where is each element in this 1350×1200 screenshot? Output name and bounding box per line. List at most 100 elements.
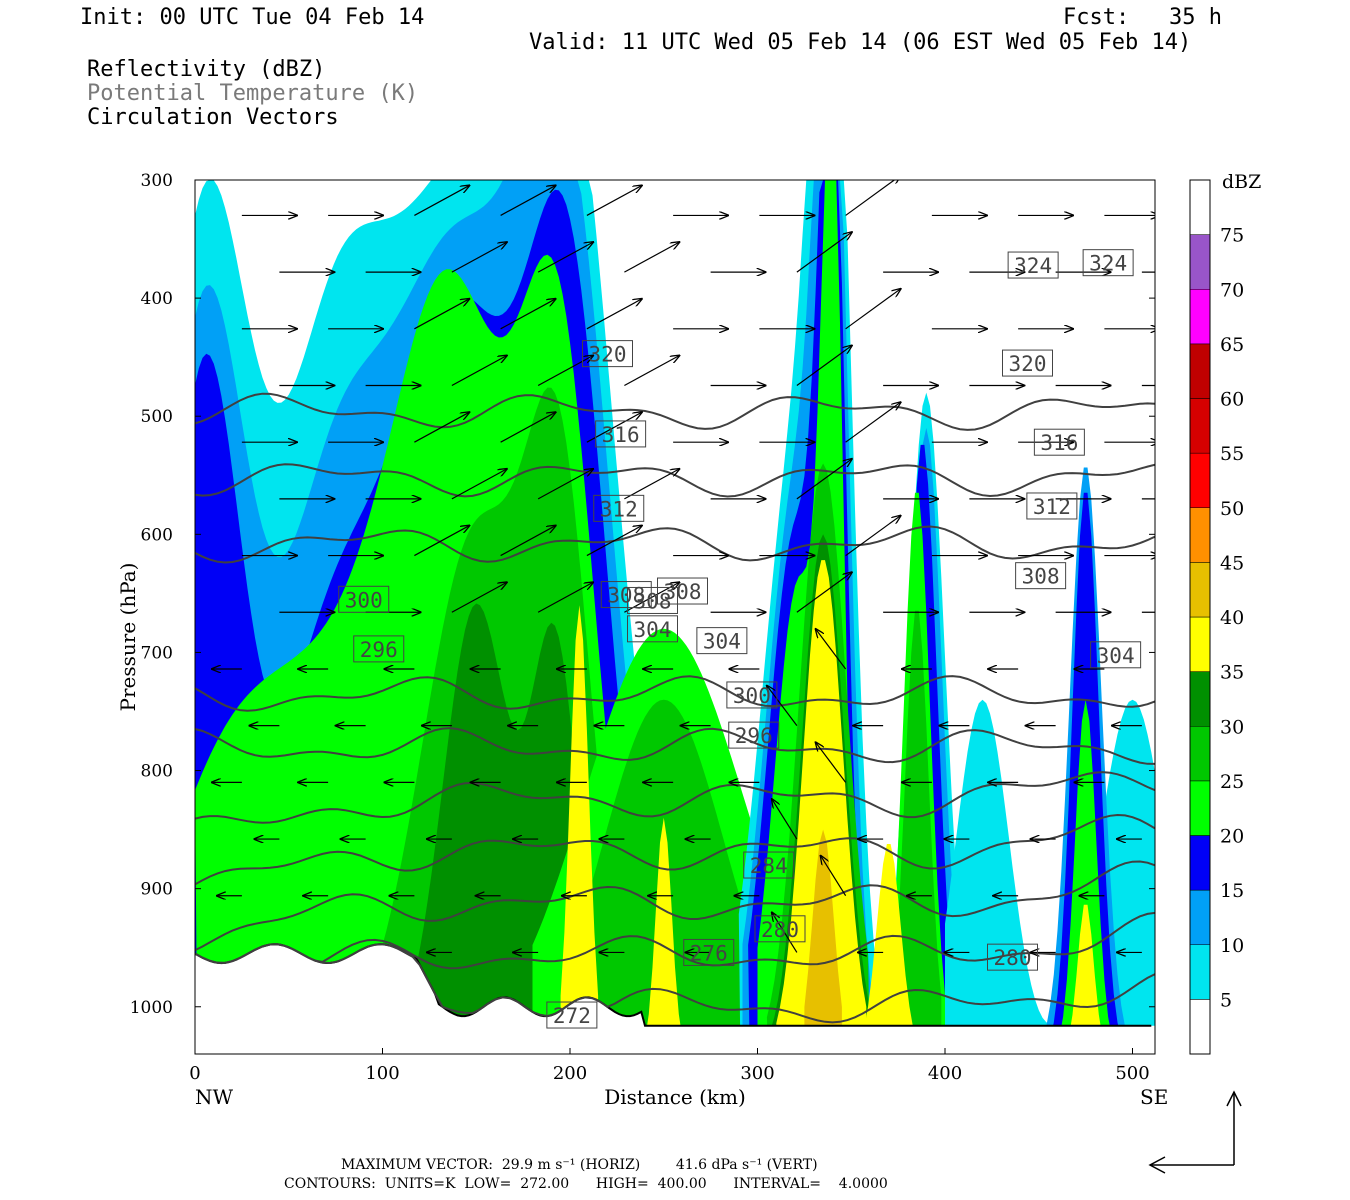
colorbar-level-label: 10 xyxy=(1220,935,1244,957)
vector-scale-key xyxy=(1148,1090,1242,1174)
circulation-vector xyxy=(451,582,507,613)
circulation-vector xyxy=(537,469,593,500)
circulation-vector xyxy=(537,356,593,387)
colorbar-segment xyxy=(1189,452,1211,508)
circulation-vector xyxy=(586,526,642,557)
circulation-vector xyxy=(537,242,593,273)
colorbar-segment xyxy=(1189,343,1211,399)
refl-35dbz-tower xyxy=(776,560,867,1054)
colorbar-frame xyxy=(1189,179,1211,1055)
circulation-vector xyxy=(500,412,556,443)
theta-contour-284 xyxy=(195,813,1155,886)
theta-label-296: 296 xyxy=(735,724,773,748)
circulation-vector xyxy=(772,912,798,953)
colorbar-segment xyxy=(1189,234,1211,290)
theta-label-box xyxy=(593,494,645,522)
theta-contour-280 xyxy=(195,860,1155,952)
colorbar-level-label: 65 xyxy=(1220,334,1244,356)
circulation-vector xyxy=(845,402,901,443)
circulation-vector xyxy=(816,742,847,783)
circulation-vector xyxy=(451,469,507,500)
nw-label: NW xyxy=(195,1085,234,1109)
theta-label-box xyxy=(1082,249,1134,277)
theta-label-box xyxy=(1026,492,1078,520)
circulation-vector xyxy=(414,185,469,216)
plot-frame xyxy=(194,179,1156,1055)
theta-contour-312 xyxy=(195,0,1155,30)
theta-label-box xyxy=(1015,562,1067,590)
theta-label-box xyxy=(683,938,735,966)
colorbar-segment xyxy=(1189,671,1211,727)
theta-label-304: 304 xyxy=(634,618,672,642)
theta-label-box xyxy=(1033,428,1085,456)
circulation-vector xyxy=(816,629,847,670)
x-tick-label: 200 xyxy=(553,1063,587,1084)
y-tick-label: 400 xyxy=(141,289,173,309)
y-tick-label: 600 xyxy=(141,525,173,545)
x-tick-label: 100 xyxy=(365,1063,399,1084)
theta-label-box xyxy=(338,585,390,613)
colorbar-level-label: 40 xyxy=(1220,607,1244,629)
colorbar-unit: dBZ xyxy=(1222,171,1261,193)
colorbar: 5 10 15 20 25 30 35 40 45 50 55 60 65 70 75 dBZ xyxy=(1189,171,1261,1055)
circulation-vector xyxy=(500,185,556,216)
theta-label-box xyxy=(627,615,678,643)
theta-contour-296 xyxy=(195,675,1155,712)
theta-label-box xyxy=(627,586,678,614)
theta-label-308: 308 xyxy=(634,589,672,613)
colorbar-segment xyxy=(1189,726,1211,782)
se-label: SE xyxy=(1140,1085,1168,1109)
colorbar-level-label: 60 xyxy=(1220,389,1244,411)
theta-label-box xyxy=(1090,641,1142,669)
field-label-theta: Potential Temperature (K) xyxy=(87,81,419,106)
forecast-hour: Fcst: 35 h xyxy=(1063,5,1222,30)
circulation-vector xyxy=(796,232,852,273)
y-tick-label: 900 xyxy=(141,880,173,900)
valid-time: Valid: 11 UTC Wed 05 Feb 14 (06 EST Wed … xyxy=(529,30,1192,55)
theta-label-300: 300 xyxy=(733,684,771,708)
y-tick-label: 700 xyxy=(141,643,173,663)
theta-label-box xyxy=(743,851,795,879)
theta-label-box xyxy=(657,577,708,605)
y-tick-label: 800 xyxy=(141,762,173,782)
theta-label-box xyxy=(600,581,652,609)
theta-label-300: 300 xyxy=(345,588,383,612)
theta-label-280: 280 xyxy=(761,918,799,942)
refl-20dbz-se xyxy=(1048,699,1124,1054)
theta-label-312: 312 xyxy=(1033,495,1071,519)
theta-label-box xyxy=(595,420,647,448)
circulation-vector xyxy=(796,346,852,386)
colorbar-level-label: 30 xyxy=(1220,716,1244,738)
theta-label-296: 296 xyxy=(360,638,398,662)
theta-label-320: 320 xyxy=(1009,352,1047,376)
circulation-vector xyxy=(414,299,469,330)
theta-label-272: 272 xyxy=(553,1004,591,1028)
colorbar-segment xyxy=(1189,944,1211,1000)
circulation-vector xyxy=(537,582,593,613)
contour-info-note: CONTOURS: UNITS=K LOW= 272.00 HIGH= 400.… xyxy=(284,1176,888,1192)
field-label-vectors: Circulation Vectors xyxy=(87,105,339,130)
y-tick-label: 300 xyxy=(141,171,173,191)
circulation-vector xyxy=(624,242,679,273)
theta-label-box xyxy=(1007,251,1059,279)
circulation-vector xyxy=(845,516,901,557)
theta-label-box xyxy=(1002,349,1053,377)
theta-contour-308 xyxy=(195,392,1155,431)
theta-label-304: 304 xyxy=(1097,644,1135,668)
theta-label-box xyxy=(726,681,778,709)
colorbar-level-label: 50 xyxy=(1220,498,1244,520)
theta-label-box xyxy=(546,1001,598,1029)
colorbar-level-label: 75 xyxy=(1220,225,1244,247)
refl-40dbz-tower xyxy=(804,829,842,1054)
circulation-vector xyxy=(624,469,679,500)
colorbar-segment xyxy=(1189,835,1211,891)
colorbar-level-label: 25 xyxy=(1220,771,1244,793)
theta-label-316: 316 xyxy=(1040,431,1078,455)
x-axis-title: Distance (km) xyxy=(604,1085,746,1109)
circulation-vector xyxy=(451,356,507,387)
theta-label-308: 308 xyxy=(664,580,702,604)
refl-35dbz-mid2 xyxy=(645,817,683,1054)
theta-label-box xyxy=(696,627,748,655)
x-tick-label: 400 xyxy=(928,1063,962,1084)
